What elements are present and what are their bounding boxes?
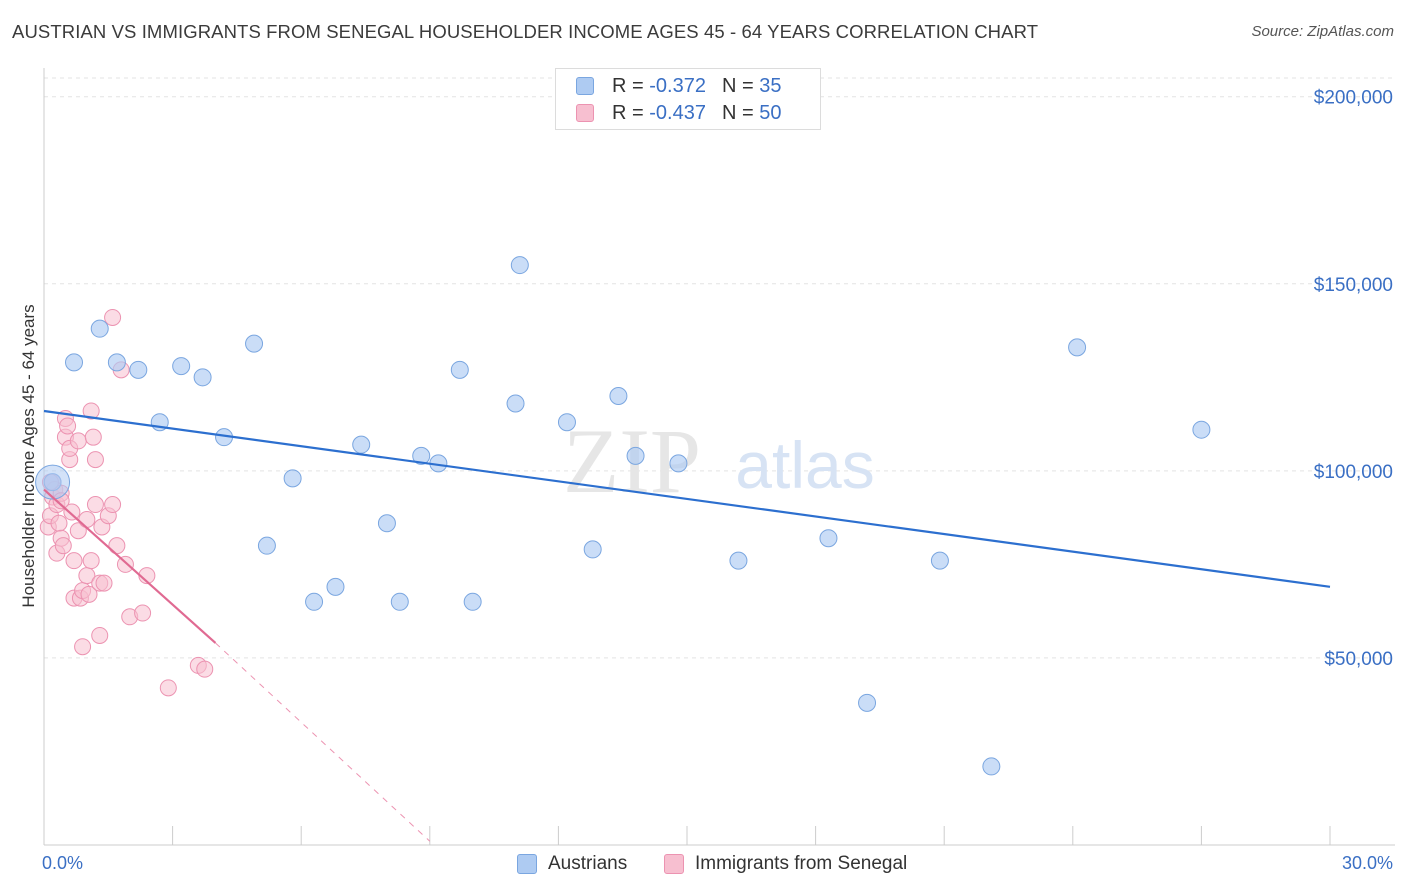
austrian-point [107, 353, 126, 372]
r-label: R = [612, 74, 644, 97]
austrian-point [583, 540, 602, 559]
senegal-point [86, 496, 104, 514]
austrian-point [390, 592, 409, 611]
austrian-point [729, 551, 748, 570]
y-tick-label: $200,000 [1314, 88, 1393, 109]
x-tick-label-min: 0.0% [42, 853, 83, 873]
senegal-n-value: 50 [759, 101, 782, 124]
senegal-point [59, 417, 77, 435]
austrian-point [305, 592, 324, 611]
senegal-point [108, 537, 126, 555]
austrian-point [1192, 420, 1211, 439]
austrian-point [193, 368, 212, 387]
senegal-point [50, 514, 68, 532]
austrian-point [257, 536, 276, 555]
austrian-point-large [35, 464, 71, 500]
axis-layer [43, 68, 1395, 846]
austrian-point [1068, 338, 1087, 357]
austrian-point [819, 529, 838, 548]
austrian-point [463, 592, 482, 611]
austrian-point [326, 577, 345, 596]
legend-row-austrians: R = -0.372 N = 35 [576, 74, 781, 98]
n-label: N = [721, 101, 754, 124]
austrians-r-value: -0.372 [649, 74, 706, 97]
austrian-point [377, 514, 396, 533]
senegal-point [159, 679, 177, 697]
y-tick-label: $50,000 [1324, 649, 1393, 670]
senegal-point [65, 552, 83, 570]
legend-item-senegal[interactable]: Immigrants from Senegal [664, 851, 907, 877]
legend-row-senegal: R = -0.437 N = 50 [576, 101, 781, 125]
correlation-legend: R = -0.372 N = 35 R = -0.437 N = 50 [555, 68, 821, 130]
senegal-legend-label: Immigrants from Senegal [695, 853, 908, 874]
senegal-point [74, 638, 92, 656]
senegal-legend-swatch [664, 854, 684, 874]
senegal-swatch [576, 104, 594, 122]
senegal-point [82, 552, 100, 570]
austrian-point [930, 551, 949, 570]
austrian-points [35, 256, 1211, 776]
senegal-point [69, 522, 87, 540]
senegal-point [196, 660, 214, 678]
austrian-point [557, 413, 576, 432]
austrian-point [65, 353, 84, 372]
legend-item-austrians[interactable]: Austrians [517, 851, 627, 877]
austrian-point [129, 360, 148, 379]
watermark: ZIP atlas [563, 410, 875, 512]
senegal-point [116, 555, 134, 573]
senegal-point [63, 503, 81, 521]
austrians-legend-label: Austrians [548, 853, 628, 874]
austrians-legend-swatch [517, 854, 537, 874]
senegal-point [95, 574, 113, 592]
austrians-trend-line [43, 409, 1331, 588]
austrian-point [626, 446, 645, 465]
austrian-point [858, 693, 877, 712]
austrian-point [352, 435, 371, 454]
austrian-point [90, 319, 109, 338]
senegal-point [104, 496, 122, 514]
austrians-swatch [576, 77, 594, 95]
y-tick-label: $150,000 [1314, 275, 1393, 296]
trend-lines [43, 409, 1331, 842]
austrian-point [669, 454, 688, 473]
watermark-atlas: atlas [735, 428, 874, 502]
austrian-point [450, 360, 469, 379]
senegal-point [82, 402, 100, 420]
austrian-point [609, 387, 628, 406]
grid-layer [44, 77, 1395, 659]
senegal-point [80, 585, 98, 603]
senegal-point [69, 432, 87, 450]
austrian-point [510, 256, 529, 275]
senegal-point [104, 308, 122, 326]
austrian-point [283, 469, 302, 488]
y-tick-label: $100,000 [1314, 462, 1393, 483]
austrians-n-value: 35 [759, 74, 782, 97]
senegal-point [78, 510, 96, 528]
senegal-point [54, 537, 72, 555]
senegal-trend-extension [215, 642, 431, 842]
austrian-point [412, 446, 431, 465]
source-credit: Source: ZipAtlas.com [1251, 23, 1394, 40]
senegal-point [86, 451, 104, 469]
r-label: R = [612, 101, 644, 124]
senegal-point [134, 604, 152, 622]
austrian-point [245, 334, 264, 353]
senegal-trend-line [43, 488, 217, 644]
austrian-point [172, 357, 191, 376]
x-tick-label-max: 30.0% [1342, 853, 1393, 873]
tick-labels: $50,000 $100,000 $150,000 $200,000 0.0% 30.0% [42, 88, 1393, 873]
senegal-point [84, 428, 102, 446]
n-label: N = [721, 74, 754, 97]
chart-title: AUSTRIAN VS IMMIGRANTS FROM SENEGAL HOUS… [12, 21, 1039, 42]
senegal-r-value: -0.437 [649, 101, 706, 124]
austrian-point [982, 757, 1001, 776]
austrian-point [506, 394, 525, 413]
senegal-point [91, 626, 109, 644]
